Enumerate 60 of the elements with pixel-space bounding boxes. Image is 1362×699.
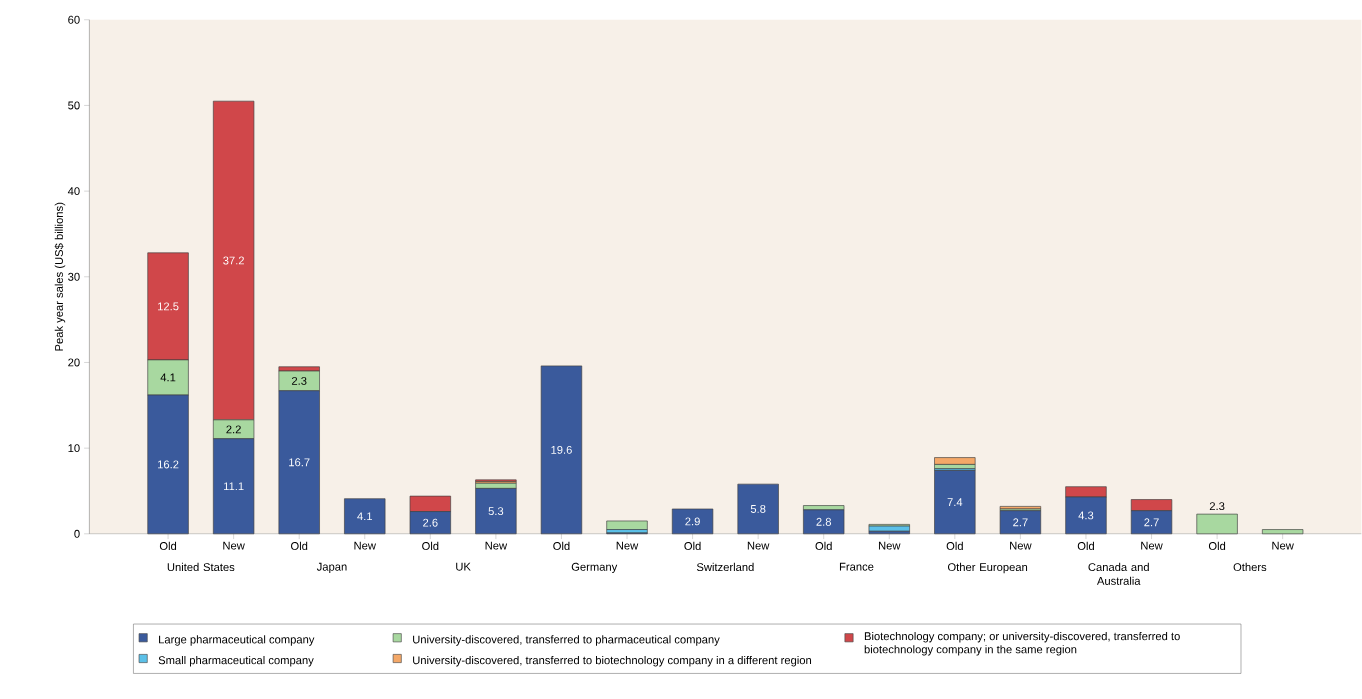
data-label: 2.7	[1013, 518, 1028, 527]
data-label: 11.1	[223, 482, 244, 491]
text: United States	[167, 562, 235, 572]
y-tick-label: 10	[68, 444, 80, 453]
x-tick-label: Old	[422, 541, 439, 551]
data-label: 7.4	[947, 498, 963, 507]
x-tick-label: New	[1141, 541, 1163, 550]
y-tick-label: 60	[68, 15, 80, 24]
data-label: 2.3	[1209, 502, 1225, 511]
data-label: 19.6	[551, 445, 572, 454]
data-label: 37.2	[223, 256, 244, 265]
data-label: 2.2	[226, 425, 241, 434]
data-label: 2.3	[291, 376, 307, 385]
text: Germany	[571, 562, 618, 574]
legend-label: Biotechnology company; or university-discovered, transferred to biotechnology company in the same region	[864, 631, 1180, 656]
data-label: 2.6	[423, 518, 438, 527]
y-tick-label: 40	[67, 187, 80, 196]
x-tick-label: New	[223, 541, 245, 550]
x-tick-label: New	[1010, 541, 1032, 550]
data-label: 2.9	[685, 517, 700, 526]
x-tick-label: New	[747, 541, 770, 550]
x-tick-label: Old	[553, 541, 570, 551]
x-tick-label: Old	[684, 541, 701, 551]
legend-label: University-discovered, transferred to pharmaceutical company	[413, 635, 720, 646]
data-label: 16.2	[158, 460, 179, 469]
data-label: 4.3	[1078, 511, 1094, 520]
data-label: 2.8	[816, 517, 832, 526]
text: UK	[456, 562, 471, 571]
y-tick-label: 0	[74, 529, 80, 538]
x-tick-label: New	[1272, 541, 1294, 550]
data-label: 2.7	[1144, 518, 1159, 527]
x-tick-label: New	[616, 541, 639, 550]
text: Canada and Australia	[1088, 562, 1149, 585]
data-label: 5.3	[488, 507, 504, 516]
x-tick-label: Old	[1208, 541, 1226, 551]
text: France	[839, 562, 874, 571]
text: Other European	[947, 562, 1028, 574]
x-tick-label: Old	[815, 541, 832, 551]
x-tick-label: New	[485, 541, 508, 550]
text: Others	[1233, 562, 1267, 572]
data-label: 12.5	[158, 302, 179, 311]
legend-label: University-discovered, transferred to biotechnology company in a different region	[413, 656, 812, 667]
y-tick-label: 30	[68, 272, 80, 281]
data-label: 5.8	[750, 505, 766, 513]
x-tick-label: New	[878, 541, 901, 550]
x-tick-label: Old	[1077, 541, 1094, 551]
x-tick-label: New	[354, 541, 376, 550]
x-tick-label: Old	[946, 541, 963, 551]
text: Japan	[316, 562, 347, 573]
x-tick-label: Old	[291, 541, 308, 551]
data-label: 4.1	[357, 512, 372, 521]
y-axis-title: Peak year sales (US$ billions)	[54, 202, 66, 351]
y-tick-label: 20	[68, 358, 80, 367]
legend-label: Large pharmaceutical company	[159, 635, 315, 646]
text: Switzerland	[696, 562, 754, 572]
legend-label: Small pharmaceutical company	[158, 656, 314, 667]
y-tick-label: 50	[68, 101, 80, 110]
data-label: 16.7	[289, 458, 310, 467]
data-label: 4.1	[160, 373, 176, 382]
x-tick-label: Old	[159, 541, 177, 551]
